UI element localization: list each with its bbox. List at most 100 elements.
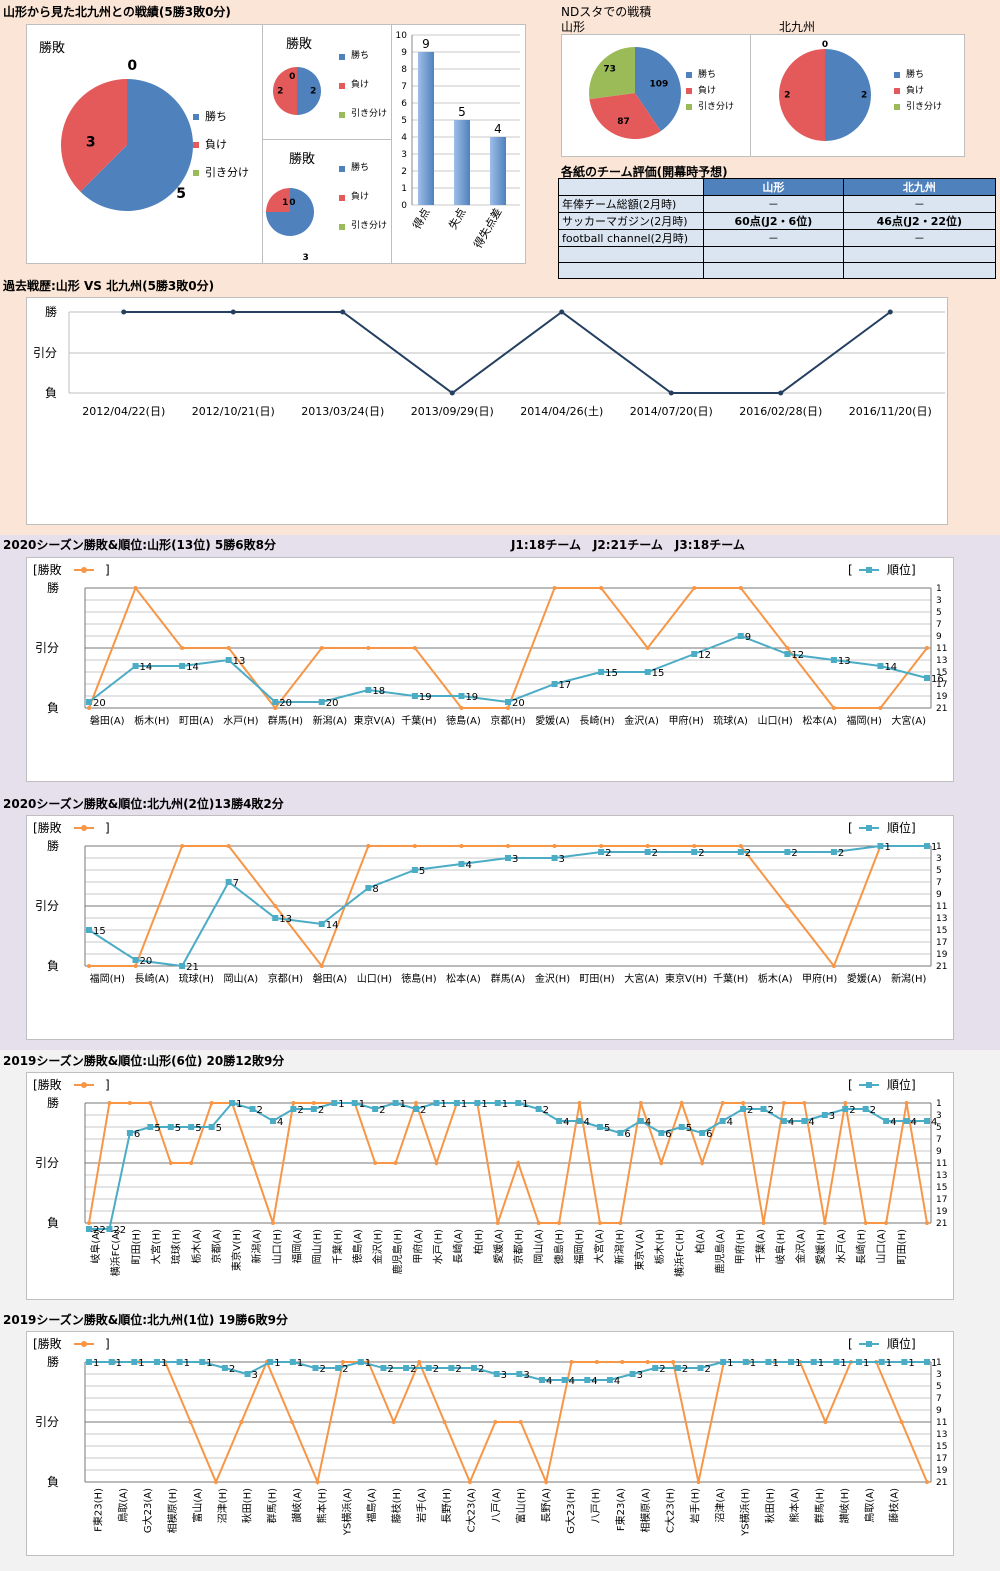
result-point xyxy=(659,1161,664,1165)
season-panel-0: [勝敗][順位] 1 3 5 7 9 11 13 15 17 19 21 勝引分負 20 14 14 13 20 2… xyxy=(26,557,954,782)
rank-point xyxy=(493,1371,500,1377)
rank-point xyxy=(877,663,884,669)
rank-data-label: 4 xyxy=(591,1376,597,1387)
rank-point xyxy=(453,1100,460,1106)
result-point xyxy=(544,1480,549,1484)
rank-tick-label: 9 xyxy=(936,1147,942,1157)
rank-point xyxy=(697,1365,704,1371)
result-point xyxy=(133,964,138,968)
result-point xyxy=(557,1221,562,1225)
rank-tick-label: 3 xyxy=(936,854,942,864)
opponent-label: 岡山(H) xyxy=(312,1229,324,1264)
rank-data-label: 1 xyxy=(206,1358,212,1369)
rank-tick-label: 15 xyxy=(936,926,947,936)
opponent-label: 町田(H) xyxy=(579,974,614,985)
rank-point xyxy=(269,1118,276,1124)
rank-data-label: 2 xyxy=(297,1105,303,1116)
rank-data-label: 2 xyxy=(342,1364,348,1375)
result-point xyxy=(414,1101,419,1105)
summary-heading: 山形から見た北九州との戦績(5勝3敗0分) xyxy=(3,5,231,19)
rank-tick-label: 9 xyxy=(936,632,942,642)
result-point xyxy=(692,586,697,590)
rank-point xyxy=(458,693,465,699)
rank-data-label: 2 xyxy=(410,1364,416,1375)
rank-data-label: 14 xyxy=(884,662,897,673)
rank-point xyxy=(720,1359,727,1365)
rank-point xyxy=(505,699,511,705)
bar-ytick-label: 9 xyxy=(401,48,407,58)
opponent-label: 相模原(H) xyxy=(166,1488,179,1533)
rank-point xyxy=(737,633,744,639)
eval-col-kitakyu: 北九州 xyxy=(842,178,997,196)
rank-point xyxy=(924,843,930,849)
history-ylabel: 勝 xyxy=(45,304,57,319)
history-point xyxy=(668,390,674,396)
eval-cell xyxy=(842,246,997,263)
result-point xyxy=(720,1101,725,1105)
result-point xyxy=(843,1101,848,1105)
opponent-label: 熊本(A) xyxy=(788,1488,801,1523)
rank-point xyxy=(551,681,558,687)
opponent-label: YS横浜(A) xyxy=(340,1488,353,1536)
result-point xyxy=(412,646,417,650)
rank-data-label: 13 xyxy=(838,656,851,667)
bar xyxy=(418,52,434,205)
history-date-label: 2012/04/22(日) xyxy=(82,405,165,418)
rank-point xyxy=(413,1106,420,1112)
legend-label-loss: 負け xyxy=(698,86,717,96)
opponent-label: 大宮(H) xyxy=(150,1229,163,1264)
rank-point xyxy=(221,1365,228,1371)
pie-value-label: 2 xyxy=(784,91,790,101)
pie3-title: 勝敗 xyxy=(289,152,316,167)
opponent-label: F東23(A) xyxy=(614,1488,627,1531)
bar-ytick-label: 3 xyxy=(401,150,407,160)
opponent-label: 琉球(H) xyxy=(170,1229,183,1264)
rank-point xyxy=(901,1359,908,1365)
rank-data-label: 5 xyxy=(419,866,425,877)
rank-tick-label: 11 xyxy=(936,902,947,912)
rank-point xyxy=(810,1359,817,1365)
result-point xyxy=(290,1420,295,1424)
rank-point xyxy=(924,1359,930,1365)
pie-slice xyxy=(825,49,871,141)
rank-data-label: 3 xyxy=(512,854,518,865)
opponent-label: 群馬(H) xyxy=(266,1488,279,1523)
rank-point xyxy=(516,1371,523,1377)
result-point xyxy=(925,646,929,650)
result-point xyxy=(645,844,650,848)
legend-result-close: ] xyxy=(105,821,110,835)
result-point xyxy=(645,1360,650,1364)
opponent-label: 長崎(A) xyxy=(452,1229,465,1264)
result-point xyxy=(213,1480,218,1484)
rank-data-label: 2 xyxy=(838,848,844,859)
opponent-label: 福岡(H) xyxy=(847,714,882,727)
bar-category-label: 得失点差 xyxy=(470,206,504,251)
rank-data-label: 3 xyxy=(501,1370,507,1381)
result-point xyxy=(319,964,324,968)
season-ylabel: 勝 xyxy=(47,1354,59,1369)
rank-point xyxy=(644,849,651,855)
rank-data-label: 2 xyxy=(387,1364,393,1375)
opponent-label: 愛媛(A) xyxy=(535,714,570,727)
opponent-label: 岡山(A) xyxy=(533,1229,545,1264)
opponent-label: 鳥取(A) xyxy=(116,1488,129,1523)
legend-label-win: 勝ち xyxy=(906,70,925,80)
pie2-legend: 勝ち 負け 引き分け xyxy=(339,42,387,129)
history-line xyxy=(123,310,891,395)
legend-label-loss: 負け xyxy=(205,138,227,151)
rank-data-label: 4 xyxy=(546,1376,552,1387)
pie1-panel: 勝敗 5 3 0 勝ち 負け 引き分け xyxy=(26,24,263,264)
rank-point xyxy=(471,1365,478,1371)
legend-result-marker xyxy=(81,825,87,831)
rank-point xyxy=(448,1365,455,1371)
rank-point xyxy=(433,1100,440,1106)
rank-point xyxy=(862,1106,869,1112)
rank-point xyxy=(740,1106,747,1112)
rank-point xyxy=(719,1118,726,1124)
opponent-label: 徳島(H) xyxy=(552,1229,565,1264)
season-ylabel: 負 xyxy=(47,1216,59,1230)
rank-data-label: 1 xyxy=(908,1358,914,1369)
result-point xyxy=(148,1101,153,1105)
rank-data-label: 1 xyxy=(461,1099,467,1110)
